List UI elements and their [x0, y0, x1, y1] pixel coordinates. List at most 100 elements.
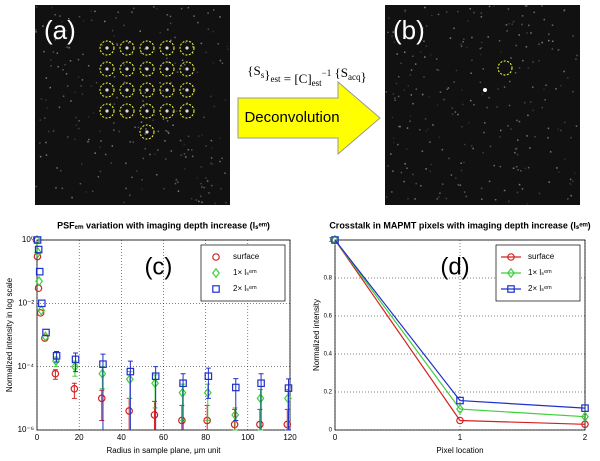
speck — [467, 20, 469, 22]
legend-key — [212, 253, 220, 261]
speck — [403, 89, 406, 91]
speck — [39, 155, 42, 158]
speck — [78, 127, 80, 130]
speck — [101, 44, 104, 47]
speck — [543, 88, 545, 91]
speck — [113, 129, 115, 131]
speck — [412, 55, 414, 58]
speck — [436, 68, 438, 71]
marker — [456, 396, 464, 405]
speck — [526, 32, 528, 34]
error-bar — [153, 366, 159, 430]
speck — [479, 53, 482, 56]
dashed-circle — [139, 103, 155, 119]
line — [334, 239, 586, 425]
speck — [169, 15, 172, 18]
bright-spot — [483, 88, 487, 92]
speck — [451, 113, 454, 115]
x-tick-label: 120 — [283, 433, 297, 442]
speck — [52, 51, 55, 53]
speck — [154, 50, 156, 53]
speck — [563, 9, 565, 12]
speck — [460, 43, 462, 46]
speck — [486, 106, 488, 109]
bright-spot — [185, 88, 189, 92]
speck — [410, 69, 413, 71]
y-tick-label: 0 — [329, 428, 333, 434]
speck — [410, 94, 413, 96]
speck — [500, 51, 502, 53]
bright-spot — [165, 109, 169, 113]
speck — [54, 13, 56, 16]
speck — [113, 103, 116, 105]
speck — [200, 195, 202, 198]
speck — [117, 11, 120, 14]
dashed-circle — [159, 82, 175, 98]
speck — [541, 106, 544, 109]
speck — [39, 142, 41, 144]
speck — [462, 41, 464, 43]
dashed-circle — [99, 61, 115, 77]
series — [32, 236, 292, 430]
dashed-circle — [179, 82, 195, 98]
speck — [461, 89, 463, 91]
speck — [392, 93, 395, 95]
speck — [430, 163, 433, 166]
speck — [471, 59, 473, 62]
speck — [116, 96, 118, 99]
speck — [524, 5, 527, 7]
speck — [55, 187, 57, 189]
marker — [99, 360, 107, 368]
speck — [195, 199, 198, 201]
image-a — [35, 5, 230, 205]
speck — [65, 73, 68, 75]
speck — [208, 192, 210, 194]
dashed-circle — [497, 60, 513, 76]
x-tick-label: 0 — [35, 433, 40, 442]
speck — [81, 93, 84, 95]
speck — [460, 162, 462, 165]
speck — [503, 189, 506, 192]
speck — [419, 129, 421, 131]
speck — [196, 177, 198, 179]
speck — [201, 186, 203, 188]
speck — [551, 40, 554, 43]
marker — [71, 355, 80, 364]
speck — [518, 34, 520, 36]
speck — [435, 58, 438, 60]
y-tick-label: 0.4 — [324, 352, 333, 358]
bright-spot — [105, 46, 109, 50]
speck — [488, 180, 491, 183]
speck — [494, 198, 497, 201]
speck — [391, 116, 394, 119]
speck — [205, 51, 207, 54]
speck — [203, 116, 205, 119]
speck — [436, 104, 439, 107]
speck — [455, 177, 457, 179]
y-tick-label: 0.6 — [324, 314, 333, 320]
speck — [514, 151, 516, 154]
speck — [425, 25, 428, 27]
speck — [181, 59, 184, 62]
speck — [412, 173, 414, 176]
speck — [80, 163, 83, 165]
marker — [125, 374, 134, 385]
legend-key — [212, 285, 220, 293]
series — [331, 236, 589, 412]
speck — [484, 122, 486, 124]
marker — [38, 299, 46, 308]
speck — [469, 99, 472, 102]
speck — [527, 24, 530, 27]
dashed-circle — [139, 40, 155, 56]
speck — [61, 187, 64, 190]
speck — [560, 129, 562, 132]
speck — [78, 120, 80, 122]
speck — [44, 117, 46, 119]
marker — [52, 352, 61, 360]
speck — [436, 198, 438, 200]
speck — [143, 105, 145, 107]
speck — [57, 65, 59, 68]
speck — [164, 140, 166, 142]
speck — [71, 196, 73, 199]
legend-key — [507, 267, 515, 279]
